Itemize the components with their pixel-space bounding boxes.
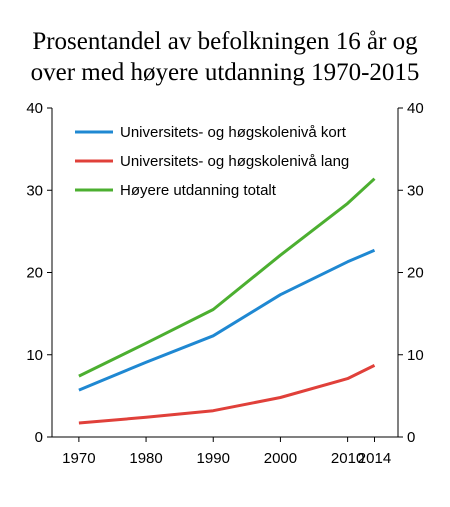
series-line-1 [78,248,376,392]
y-tick-label-right: 40 [407,100,424,117]
y-tick-label-left: 30 [26,182,43,199]
y-tick-label-right: 0 [407,429,415,446]
x-tick-label: 1980 [129,450,162,467]
chart-title: Prosentandel av befolkningen 16 år og ov… [0,26,450,88]
y-tick-label-left: 0 [35,429,43,446]
y-tick-label-right: 30 [407,182,424,199]
chart-title-line-1: Prosentandel av befolkningen 16 år og [32,28,418,55]
x-tick-label: 2000 [264,450,297,467]
y-tick-label-left: 40 [26,100,43,117]
x-tick-label: 2014 [358,450,391,467]
y-tick-label-left: 20 [26,265,43,282]
x-tick-label: 1970 [62,450,95,467]
series-line-3 [78,177,376,378]
legend-label-3: Høyere utdanning totalt [120,182,277,199]
chart-axes: 0 0 10 10 20 20 30 30 40 40 1970 1980 1990 2000 201020… [26,100,423,467]
chart-series [78,177,376,425]
series-line-2 [78,364,376,425]
y-tick-label-right: 20 [407,265,424,282]
y-tick-label-left: 10 [26,347,43,364]
y-tick-label-right: 10 [407,347,424,364]
x-tick-label: 1990 [197,450,230,467]
legend-label-2: Universitets- og høgskolenivå lang [120,153,349,170]
chart-title-line-2: over med høyere utdanning 1970-2015 [30,59,420,86]
x-tick-label: 2010 [331,450,364,467]
chart-legend: Universitets- og høgskolenivå kort Univer… [75,124,349,199]
legend-label-1: Universitets- og høgskolenivå kort [120,124,347,141]
